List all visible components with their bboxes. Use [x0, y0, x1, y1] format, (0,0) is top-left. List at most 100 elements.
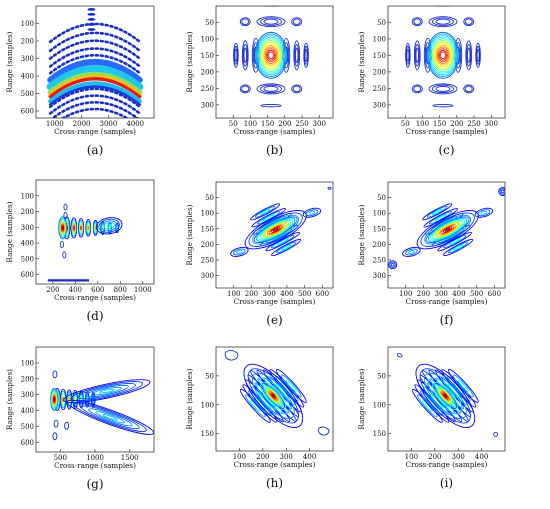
y-tick-label: 200	[21, 38, 34, 46]
fringe-contour	[95, 217, 123, 235]
y-tick-label: 300	[373, 272, 386, 280]
hotspot-contour	[270, 226, 281, 233]
hotspot-contour	[268, 225, 283, 235]
main-arc	[48, 85, 142, 106]
fringe-contour	[251, 372, 295, 419]
fringe-contour	[77, 383, 136, 400]
fringe-contour	[452, 244, 464, 251]
fringe-contour	[280, 244, 292, 251]
fringe-contour	[447, 241, 469, 254]
sidelobe-contour	[464, 85, 473, 93]
axes-frame	[387, 346, 506, 452]
fringe-contour	[247, 368, 299, 424]
fringe-contour	[77, 218, 85, 238]
hotspot-contour	[260, 220, 292, 240]
sidelobe-contour	[233, 42, 239, 68]
panel-caption: (d)	[86, 309, 103, 323]
hotspot-contour	[266, 388, 281, 404]
x-tick-label: 100	[416, 120, 429, 128]
panel-c: 50 100 150 200 250 30050100150200250300Cross-…	[357, 5, 506, 157]
fringe-contour	[477, 209, 491, 217]
main-arc	[47, 59, 143, 83]
x-tick-label: 500	[470, 290, 483, 298]
sidelobe-contour	[263, 85, 279, 92]
hotspot-contour	[440, 51, 446, 60]
y-tick-label: 200	[21, 375, 34, 383]
y-tick-label: 100	[201, 35, 214, 43]
panel-f: 100 200 300 400 500 60050100150200250300Cross…	[357, 181, 506, 327]
x-axis-label: Cross-range (samples)	[54, 127, 136, 136]
fringe-contour	[70, 381, 144, 402]
sidelobe-contour	[263, 18, 279, 25]
y-tick-label: 50	[205, 19, 214, 27]
sidelobe-arc	[51, 101, 139, 118]
y-tick-label: 100	[21, 192, 34, 200]
hotspot-contour	[59, 220, 66, 236]
x-tick-label: 500	[54, 454, 67, 462]
sidelobe-contour	[239, 84, 251, 94]
sidelobe-arc	[60, 107, 130, 118]
panel-g: 500 1000 1500 100 200 300 400 500 600 Cross-range…	[5, 346, 155, 491]
x-tick-label: 1500	[121, 454, 139, 462]
hotspot-contour	[427, 217, 468, 242]
hotspot-contour	[254, 31, 288, 79]
hotspot-contour	[436, 385, 455, 406]
hotspot-contour	[434, 43, 452, 68]
y-tick-label: 300	[201, 101, 214, 109]
fringe-contour	[389, 261, 396, 268]
fringe-contour	[422, 203, 453, 221]
hotspot-contour	[262, 221, 289, 238]
fringe-contour	[98, 218, 120, 233]
y-tick-label: 50	[377, 194, 386, 202]
sidelobe-contour	[292, 85, 301, 93]
sidelobe-dot	[87, 28, 96, 31]
hotspot-contour	[442, 392, 449, 400]
x-tick-label: 1000	[46, 120, 64, 128]
y-tick-label: 150	[201, 430, 214, 438]
sidelobe-contour	[241, 40, 249, 71]
y-tick-label: 250	[201, 256, 214, 264]
panel-caption: (a)	[87, 143, 104, 157]
fringe-contour	[426, 206, 448, 218]
x-tick-label: 250	[295, 120, 308, 128]
hotspot-contour	[59, 219, 67, 237]
axes-frame	[215, 346, 334, 452]
hotspot-contour	[264, 46, 278, 64]
y-tick-label: 150	[373, 52, 386, 60]
fringe-contour	[236, 250, 243, 254]
hotspot-contour	[431, 38, 455, 73]
fringe-contour	[81, 405, 140, 430]
sidelobe-contour	[292, 18, 301, 25]
sidelobe-contour	[411, 84, 423, 94]
hotspot-contour	[437, 387, 454, 405]
sidelobe-contour	[414, 43, 420, 67]
x-tick-label: 1000	[86, 454, 104, 462]
fringe-contour	[87, 225, 90, 230]
fringe-contour	[88, 408, 133, 427]
fringe-contour	[72, 223, 76, 233]
hotspot-contour	[432, 40, 454, 71]
hotspot-contour	[438, 224, 457, 236]
sidelobe-dot	[87, 18, 96, 21]
stray-contour	[224, 350, 239, 361]
sidelobe-contour	[435, 18, 451, 25]
fringe-contour	[66, 399, 154, 435]
stray-contour	[318, 426, 330, 436]
panel-i: 100 200 300 400 50 100 150 Cross-range (samples…	[357, 346, 506, 490]
y-tick-label: 100	[373, 210, 386, 218]
fringe-contour	[230, 246, 249, 257]
sidelobe-contour	[242, 43, 248, 67]
x-tick-label: 3000	[99, 120, 117, 128]
sidelobe-contour	[293, 40, 301, 71]
fringe-contour	[85, 219, 92, 237]
sidelobe-contour	[260, 17, 282, 26]
x-tick-label: 200	[428, 453, 441, 461]
hotspot-contour	[61, 224, 65, 232]
fringe-contour	[63, 379, 151, 403]
fringe-contour	[252, 214, 300, 245]
panel-a: 1000 2000 3000 4000 100 200 300 400 500 600 Cross-…	[5, 5, 155, 157]
fringe-contour	[408, 250, 415, 254]
axes-frame	[215, 181, 334, 289]
sidelobe-contour	[239, 17, 251, 27]
